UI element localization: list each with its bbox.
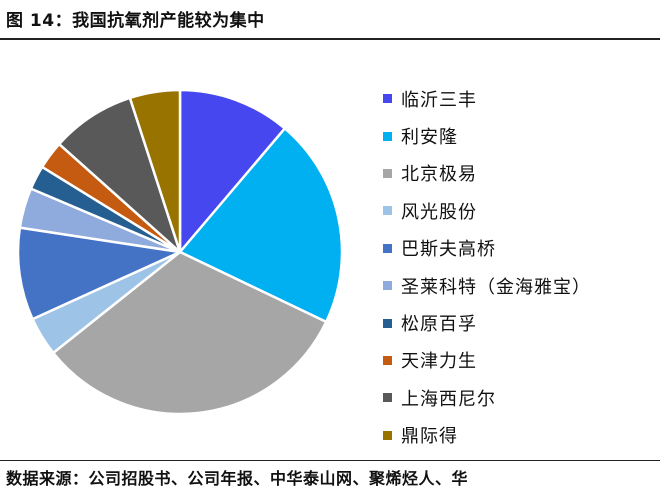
legend-swatch bbox=[383, 131, 392, 141]
legend-swatch bbox=[383, 206, 392, 216]
pie-slice bbox=[178, 88, 287, 254]
legend-swatch bbox=[383, 430, 392, 440]
legend-item: 上海西尼尔 bbox=[383, 379, 591, 416]
pie-slice bbox=[178, 127, 344, 324]
pie-slice bbox=[128, 88, 182, 254]
legend-swatch bbox=[383, 355, 392, 365]
pie-slice bbox=[52, 250, 328, 416]
pie-slice bbox=[16, 226, 182, 321]
legend-item: 临沂三丰 bbox=[383, 80, 591, 117]
pie-chart: 临沂三丰利安隆北京极易风光股份巴斯夫高桥圣莱科特（金海雅宝） 松原百孚天津力生上海… bbox=[0, 40, 660, 460]
legend-label: 松原百孚 bbox=[401, 314, 477, 336]
figure-title: 图 14：我国抗氧剂产能较为集中 bbox=[6, 11, 265, 31]
source-rule bbox=[0, 460, 660, 461]
source-note: 数据来源：公司招股书、公司年报、中华泰山网、聚烯烃人、华 bbox=[6, 469, 469, 488]
legend-swatch bbox=[383, 94, 392, 104]
legend-label: 鼎际得 bbox=[401, 426, 458, 448]
pie-chart-svg bbox=[16, 88, 344, 416]
legend-label: 临沂三丰 bbox=[401, 89, 477, 111]
legend-label: 北京极易 bbox=[401, 164, 477, 186]
legend-swatch bbox=[383, 281, 392, 291]
legend-label: 风光股份 bbox=[401, 201, 477, 223]
chart-legend: 临沂三丰利安隆北京极易风光股份巴斯夫高桥圣莱科特（金海雅宝） 松原百孚天津力生上海… bbox=[383, 80, 591, 454]
legend-item: 利安隆 bbox=[383, 117, 591, 154]
legend-swatch bbox=[383, 393, 392, 403]
legend-item: 风光股份 bbox=[383, 192, 591, 229]
legend-item: 天津力生 bbox=[383, 342, 591, 379]
legend-label: 上海西尼尔 bbox=[401, 388, 496, 410]
pie-slice bbox=[57, 96, 182, 254]
legend-item: 巴斯夫高桥 bbox=[383, 230, 591, 267]
legend-item: 圣莱科特（金海雅宝） bbox=[383, 267, 591, 304]
legend-label: 圣莱科特（金海雅宝） bbox=[401, 276, 591, 298]
title-rule bbox=[0, 38, 660, 40]
legend-label: 巴斯夫高桥 bbox=[401, 239, 496, 261]
legend-item: 松原百孚 bbox=[383, 304, 591, 341]
legend-item: 北京极易 bbox=[383, 155, 591, 192]
legend-swatch bbox=[383, 168, 392, 178]
legend-swatch bbox=[383, 243, 392, 253]
legend-item: 鼎际得 bbox=[383, 417, 591, 454]
legend-label: 天津力生 bbox=[401, 351, 477, 373]
legend-swatch bbox=[383, 318, 392, 328]
legend-label: 利安隆 bbox=[401, 127, 458, 149]
